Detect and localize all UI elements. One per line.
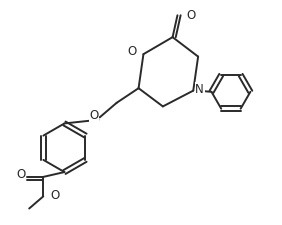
Text: O: O <box>128 45 137 58</box>
Text: O: O <box>89 109 98 122</box>
Text: O: O <box>50 189 60 202</box>
Text: O: O <box>16 168 25 181</box>
Text: N: N <box>195 83 204 96</box>
Text: O: O <box>186 9 195 22</box>
